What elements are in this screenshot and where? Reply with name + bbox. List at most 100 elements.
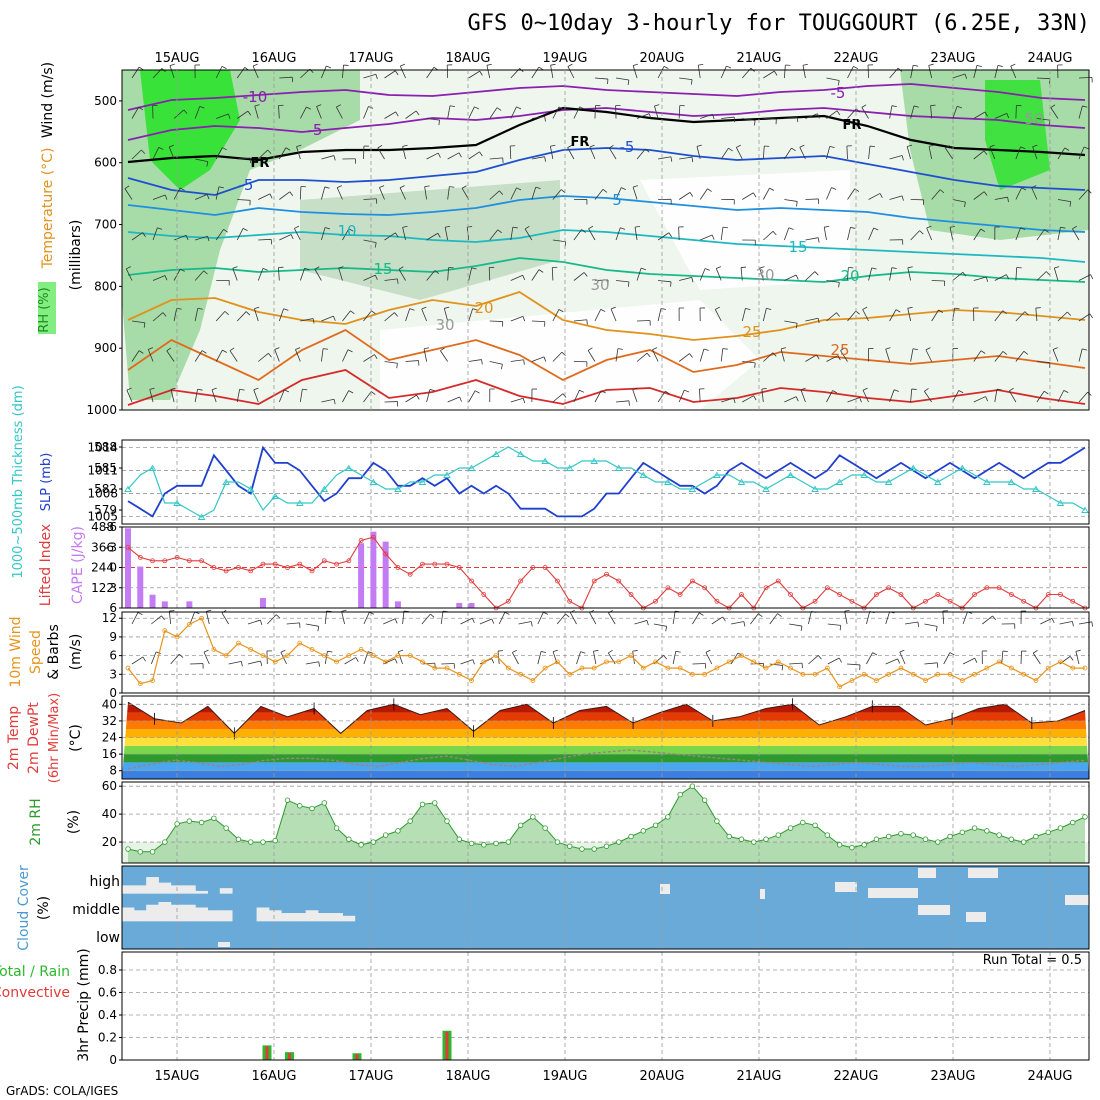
wind-barb [758, 613, 763, 618]
wind-barb [784, 396, 797, 403]
rh2m-axis-label: 2m RH [28, 798, 44, 845]
wind-barb [740, 267, 743, 281]
cape-bar [259, 598, 266, 608]
cloud-mid-bar [195, 907, 208, 922]
wind-speed-marker [444, 665, 450, 671]
wind-barb [194, 350, 203, 362]
rh-marker [395, 828, 401, 834]
wind-barb [608, 649, 613, 654]
wind-barb [917, 621, 920, 627]
wind-barb [907, 308, 912, 322]
wind-barb [774, 70, 778, 76]
wind10-axis-label: & Barbs [46, 624, 62, 680]
isotherm-contour [127, 106, 1086, 164]
wind-barb [1045, 271, 1051, 276]
wind-barb [247, 660, 261, 665]
wind-barb [486, 63, 492, 66]
rh-marker [297, 803, 303, 809]
wind-barb [1015, 146, 1021, 160]
wind-barb [657, 308, 662, 322]
wind-barb [906, 146, 912, 160]
rh-marker [996, 832, 1002, 838]
wind-barb [252, 63, 258, 67]
wind-barb [416, 394, 420, 400]
wind-speed-marker [837, 684, 843, 690]
cloud-level-label: middle [72, 902, 120, 918]
wind-barb [636, 113, 650, 119]
cloud-mid-bar [317, 913, 331, 922]
temperature-axis-label: Temperature (°C) [40, 148, 56, 270]
wind-barb [910, 389, 913, 403]
wind-barb [652, 349, 659, 362]
wind-barb [646, 620, 649, 626]
wind-barb [549, 146, 554, 160]
tick-label: 366 [91, 540, 114, 554]
cape-bar [468, 603, 475, 608]
wind-barb [871, 267, 877, 270]
cloud-cover-bar [918, 905, 950, 915]
wind-barb [300, 68, 311, 79]
wind-barb [847, 188, 856, 200]
wind-barb [430, 613, 435, 618]
wind-barb [262, 268, 268, 271]
lifted-index-marker [309, 568, 315, 574]
wind-barb [125, 268, 133, 281]
wind-barb [759, 266, 765, 269]
wind-barb [1015, 227, 1021, 241]
temperature-band [122, 712, 1089, 721]
wind-barb [945, 145, 950, 149]
lifted-index-marker [604, 571, 609, 577]
wind-barb [1031, 185, 1037, 188]
wind-barb [928, 146, 933, 160]
wind-barb [396, 363, 398, 369]
wind-speed-marker [223, 653, 229, 659]
wind-barb [552, 309, 560, 322]
wind-speed-marker [407, 653, 413, 659]
wind-barb [278, 308, 284, 322]
wind-barb [657, 390, 666, 403]
wind-barb [447, 105, 451, 119]
thickness-marker [443, 471, 451, 478]
wind-barb [254, 105, 259, 119]
temperature-band [122, 770, 1089, 779]
lifted-index-marker [444, 561, 450, 567]
wind-speed-marker [702, 671, 708, 677]
wind-barb [1015, 311, 1026, 322]
wind-barb [581, 229, 586, 233]
wind-barb [236, 110, 249, 119]
wind-barb [168, 611, 172, 625]
thickness-marker [394, 485, 402, 492]
tick-label: 488 [91, 520, 114, 534]
wind-barb [805, 237, 819, 241]
temp2m-axis-label: (6hr Min/Max) [47, 693, 62, 783]
rh-marker [162, 839, 168, 845]
wind-barb [1035, 308, 1038, 322]
wind-barb [247, 110, 252, 116]
wind-barb [531, 356, 545, 362]
wind-barb [543, 356, 547, 362]
wind-barb [679, 276, 692, 281]
wind-speed-marker [972, 671, 977, 677]
wind-barb [796, 117, 799, 123]
wind-barb [928, 144, 935, 147]
rh-marker [284, 797, 291, 803]
lifted-index-marker [591, 578, 597, 584]
wind-barb [468, 308, 474, 322]
wind-barb [973, 111, 986, 119]
wind-speed-marker [248, 646, 254, 652]
wind-barb [1057, 390, 1065, 403]
wind-barb [678, 389, 685, 403]
wind-barb [691, 157, 694, 163]
wind-speed-marker [334, 659, 339, 665]
wind-barb [239, 388, 245, 391]
wind-barb [808, 655, 819, 665]
wind-barb [327, 650, 333, 653]
thickness-marker [320, 485, 329, 492]
lifted-index-marker [714, 598, 720, 604]
rh-marker [947, 833, 953, 840]
wind-barb [489, 320, 503, 322]
wind-barb [1072, 225, 1077, 230]
wind-barb [1064, 147, 1070, 151]
wind-barb [285, 147, 291, 151]
wind-barb [491, 618, 495, 624]
